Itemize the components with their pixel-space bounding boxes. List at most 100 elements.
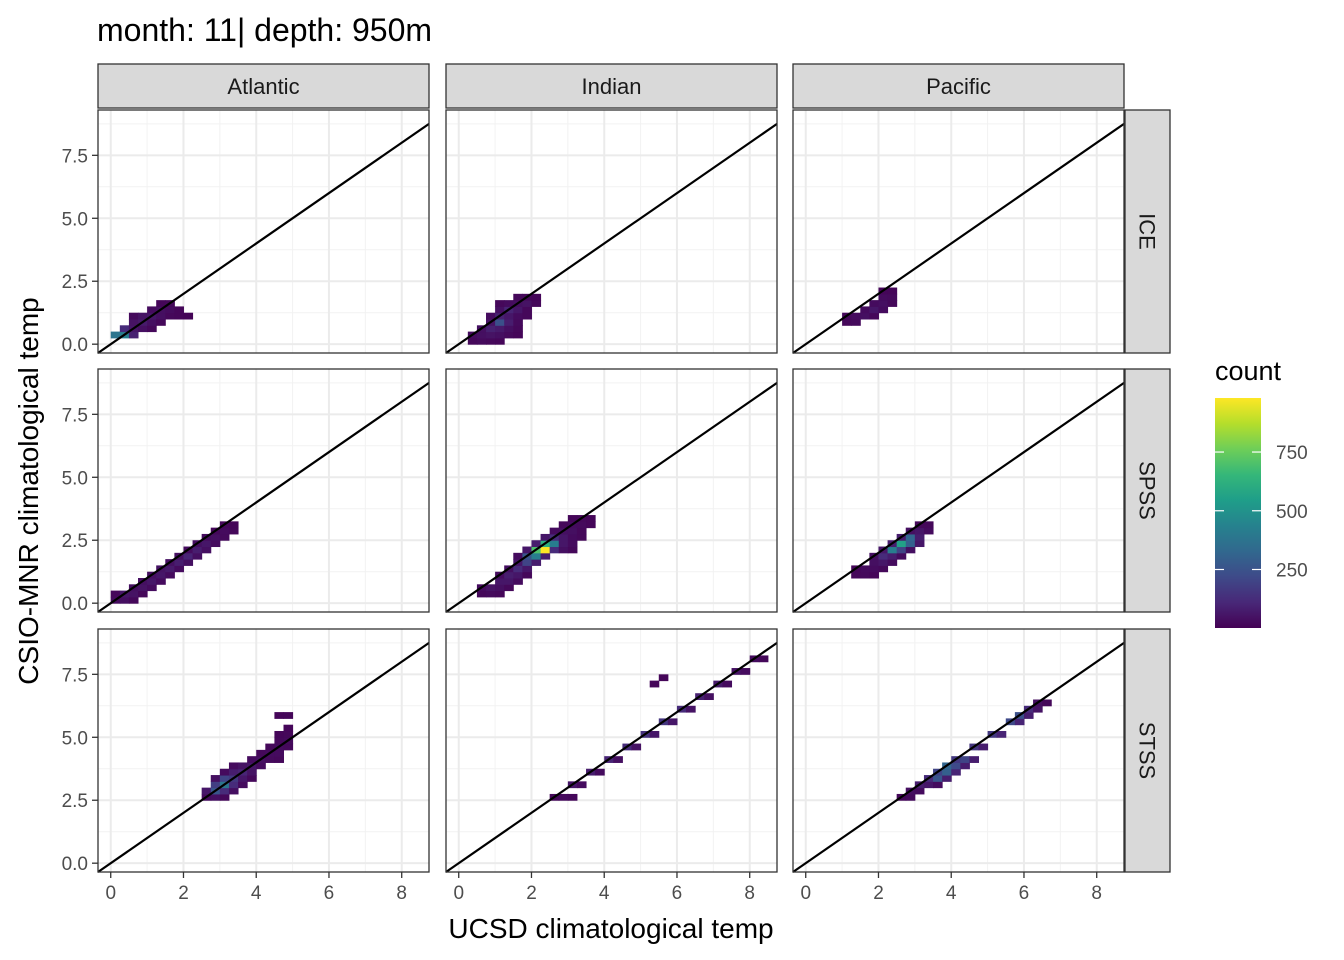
heatmap-cell bbox=[165, 571, 175, 579]
heatmap-cell bbox=[567, 793, 578, 801]
heatmap-cell bbox=[238, 762, 248, 770]
y-tick-label: 0.0 bbox=[62, 335, 88, 356]
facet-strip-pacific bbox=[792, 63, 1125, 109]
heatmap-cell bbox=[256, 749, 266, 757]
panel-border bbox=[97, 368, 430, 613]
panel-border bbox=[97, 109, 430, 354]
heatmap-cell bbox=[860, 571, 870, 579]
heatmap-cell bbox=[942, 768, 952, 776]
heatmap-cell bbox=[851, 312, 861, 320]
heatmap-cell bbox=[165, 312, 175, 320]
heatmap-cell bbox=[495, 590, 505, 598]
heatmap-cell bbox=[219, 793, 230, 801]
x-tick-label: 0 bbox=[800, 883, 811, 904]
identity-line bbox=[97, 641, 430, 873]
heatmap-cell bbox=[274, 737, 285, 745]
panel-indian-stss bbox=[446, 629, 777, 872]
heatmap-cell bbox=[274, 756, 285, 763]
heatmap-cell bbox=[933, 781, 943, 789]
panel-border bbox=[445, 109, 778, 354]
heatmap-cell bbox=[567, 515, 578, 522]
heatmap-cell bbox=[513, 312, 523, 320]
heatmap-cell bbox=[896, 552, 907, 560]
heatmap-cell bbox=[476, 331, 487, 339]
heatmap-cell bbox=[147, 319, 157, 326]
heatmap-cell bbox=[228, 787, 239, 795]
heatmap-cell bbox=[513, 306, 523, 314]
y-tick-label: 5.0 bbox=[62, 209, 88, 230]
heatmap-cell bbox=[896, 540, 907, 548]
y-axis-title: CSIO-MNR climatological temp bbox=[13, 297, 44, 684]
heatmap-cell bbox=[905, 793, 916, 801]
heatmap-cell bbox=[174, 559, 184, 566]
heatmap-cell bbox=[228, 521, 239, 529]
heatmap-cell bbox=[567, 540, 578, 548]
heatmap-cell bbox=[504, 584, 514, 592]
heatmap-cell bbox=[942, 775, 952, 782]
heatmap-cell bbox=[210, 781, 221, 789]
x-axis-title: UCSD climatological temp bbox=[448, 913, 773, 944]
heatmap-cell bbox=[860, 306, 870, 314]
heatmap-cell bbox=[156, 571, 166, 579]
heatmap-cell bbox=[110, 331, 121, 339]
heatmap-cell bbox=[649, 680, 660, 688]
heatmap-cell bbox=[238, 781, 248, 789]
heatmap-cell bbox=[201, 787, 212, 795]
heatmap-cell bbox=[283, 730, 294, 738]
legend-title: count bbox=[1215, 356, 1282, 386]
heatmap-cell bbox=[558, 521, 569, 529]
heatmap-cell bbox=[201, 540, 212, 548]
heatmap-cell bbox=[486, 590, 496, 598]
heatmap-cell bbox=[842, 319, 852, 326]
facet-strip-indian bbox=[445, 63, 778, 109]
heatmap-cell bbox=[595, 768, 605, 776]
heatmap-cell bbox=[905, 546, 916, 554]
heatmap-cell bbox=[869, 312, 879, 320]
heatmap-cell bbox=[165, 306, 175, 314]
facet-strip-label: Atlantic bbox=[227, 74, 299, 99]
heatmap-cell bbox=[887, 287, 898, 295]
heatmap-cell bbox=[210, 775, 221, 782]
heatmap-cell bbox=[156, 578, 166, 585]
x-tick-label: 8 bbox=[744, 883, 755, 904]
panel-border bbox=[445, 628, 778, 873]
heatmap-cell bbox=[869, 571, 879, 579]
heatmap-cell bbox=[274, 730, 285, 738]
heatmap-cell bbox=[586, 515, 596, 522]
heatmap-cell bbox=[128, 312, 139, 320]
heatmap-cell bbox=[649, 730, 660, 738]
heatmap-cell bbox=[138, 590, 148, 598]
heatmap-cell bbox=[513, 293, 523, 301]
heatmap-cell bbox=[513, 331, 523, 339]
heatmap-cell bbox=[513, 571, 523, 579]
heatmap-cell bbox=[504, 319, 514, 326]
heatmap-cell bbox=[522, 559, 532, 566]
heatmap-cell bbox=[558, 546, 569, 554]
heatmap-cell bbox=[128, 331, 139, 339]
heatmap-cell bbox=[878, 293, 889, 301]
panel-atlantic-spss bbox=[98, 369, 429, 612]
panels-layer bbox=[97, 109, 1125, 873]
heatmap-cell bbox=[914, 533, 925, 541]
heatmap-cell bbox=[504, 578, 514, 585]
legend-tick-label: 500 bbox=[1276, 502, 1308, 523]
panel-border bbox=[792, 109, 1125, 354]
heatmap-cell bbox=[923, 781, 934, 789]
heatmap-cell bbox=[558, 540, 569, 548]
heatmap-cell bbox=[247, 768, 257, 776]
identity-line bbox=[97, 122, 430, 354]
heatmap-cell bbox=[147, 578, 157, 585]
heatmap-cell bbox=[960, 756, 970, 763]
heatmap-cell bbox=[513, 552, 523, 560]
y-tick-label: 2.5 bbox=[62, 531, 88, 552]
facet-strip-ice bbox=[1124, 109, 1171, 354]
heatmap-cell bbox=[513, 325, 523, 333]
panel-indian-spss bbox=[446, 369, 777, 612]
heatmap-cell bbox=[192, 552, 203, 560]
legend: count 250 500 750 bbox=[1215, 356, 1308, 628]
x-tick-label: 0 bbox=[453, 883, 464, 904]
identity-line bbox=[445, 641, 778, 873]
facet-strip-label: ICE bbox=[1135, 213, 1160, 250]
identity-line bbox=[792, 381, 1125, 613]
